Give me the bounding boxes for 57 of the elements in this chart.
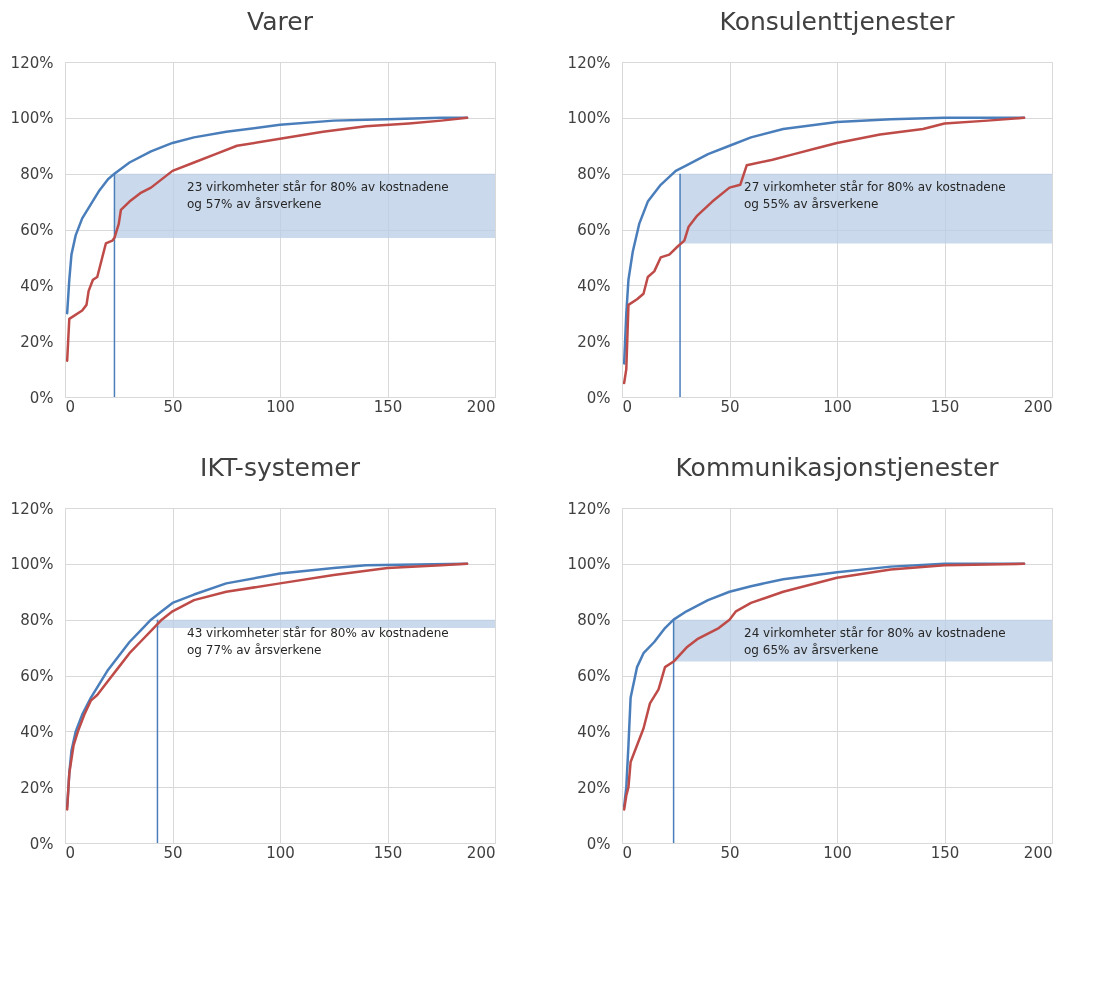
annotation: 23 virkomheter står for 80% av kostnadene og 57% av årsverkene bbox=[187, 179, 449, 211]
chart-title: Varer bbox=[247, 7, 314, 36]
y-tick-label: 40% bbox=[577, 276, 611, 295]
y-tick-label: 20% bbox=[20, 778, 54, 797]
y-tick-label: 20% bbox=[577, 778, 611, 797]
x-tick-label: 200 bbox=[466, 397, 496, 416]
x-tick-label: 50 bbox=[720, 843, 740, 862]
x-tick-label: 50 bbox=[163, 843, 183, 862]
x-tick-label: 100 bbox=[823, 397, 852, 416]
x-tick-label: 100 bbox=[266, 843, 295, 862]
y-tick-label: 80% bbox=[577, 611, 611, 630]
y-tick-label: 120% bbox=[10, 499, 54, 518]
chart-title: Konsulenttjenester bbox=[719, 7, 956, 36]
x-tick-label: 200 bbox=[1023, 397, 1053, 416]
y-tick-label: 20% bbox=[577, 332, 611, 351]
y-tick-label: 100% bbox=[567, 109, 611, 128]
x-tick-label: 100 bbox=[823, 843, 852, 862]
x-tick-label: 0 bbox=[65, 843, 76, 862]
y-tick-label: 40% bbox=[20, 722, 54, 741]
y-tick-label: 0% bbox=[586, 388, 611, 407]
x-tick-label: 200 bbox=[466, 843, 496, 862]
y-tick-label: 60% bbox=[20, 221, 54, 239]
chart-title: Kommunikasjonstjenester bbox=[675, 453, 1000, 482]
annotation: 24 virkomheter står for 80% av kostnadene og 65% av årsverkene bbox=[744, 625, 1006, 657]
y-tick-label: 100% bbox=[10, 555, 54, 574]
x-tick-label: 150 bbox=[373, 843, 403, 862]
chart-title: IKT-systemer bbox=[200, 453, 361, 482]
y-tick-label: 20% bbox=[20, 332, 54, 351]
y-tick-label: 40% bbox=[20, 276, 54, 295]
y-tick-label: 60% bbox=[577, 221, 611, 239]
y-tick-label: 100% bbox=[10, 109, 54, 128]
x-tick-label: 50 bbox=[163, 397, 183, 416]
x-tick-label: 50 bbox=[720, 397, 740, 416]
y-tick-label: 40% bbox=[577, 722, 611, 741]
annotation: 43 virkomheter står for 80% av kostnadene og 77% av årsverkene bbox=[187, 625, 449, 657]
x-tick-label: 200 bbox=[1023, 843, 1053, 862]
x-tick-label: 0 bbox=[622, 843, 633, 862]
x-tick-label: 0 bbox=[65, 397, 76, 416]
y-tick-label: 120% bbox=[567, 499, 611, 518]
x-tick-label: 150 bbox=[930, 843, 960, 862]
x-tick-label: 0 bbox=[622, 397, 633, 416]
annotation: 27 virkomheter står for 80% av kostnadene og 55% av årsverkene bbox=[744, 179, 1006, 211]
y-tick-label: 100% bbox=[567, 555, 611, 574]
y-tick-label: 0% bbox=[29, 834, 54, 853]
line-series bbox=[65, 116, 469, 362]
x-tick-label: 100 bbox=[266, 397, 295, 416]
y-tick-label: 80% bbox=[577, 165, 611, 184]
y-tick-label: 60% bbox=[20, 667, 54, 685]
y-tick-label: 80% bbox=[20, 165, 54, 184]
y-tick-label: 120% bbox=[567, 53, 611, 72]
y-tick-label: 60% bbox=[577, 667, 611, 685]
y-tick-label: 80% bbox=[20, 611, 54, 630]
y-tick-label: 120% bbox=[10, 53, 54, 72]
x-tick-label: 150 bbox=[930, 397, 960, 416]
y-tick-label: 0% bbox=[29, 388, 54, 407]
y-tick-label: 0% bbox=[586, 834, 611, 853]
x-tick-label: 150 bbox=[373, 397, 403, 416]
